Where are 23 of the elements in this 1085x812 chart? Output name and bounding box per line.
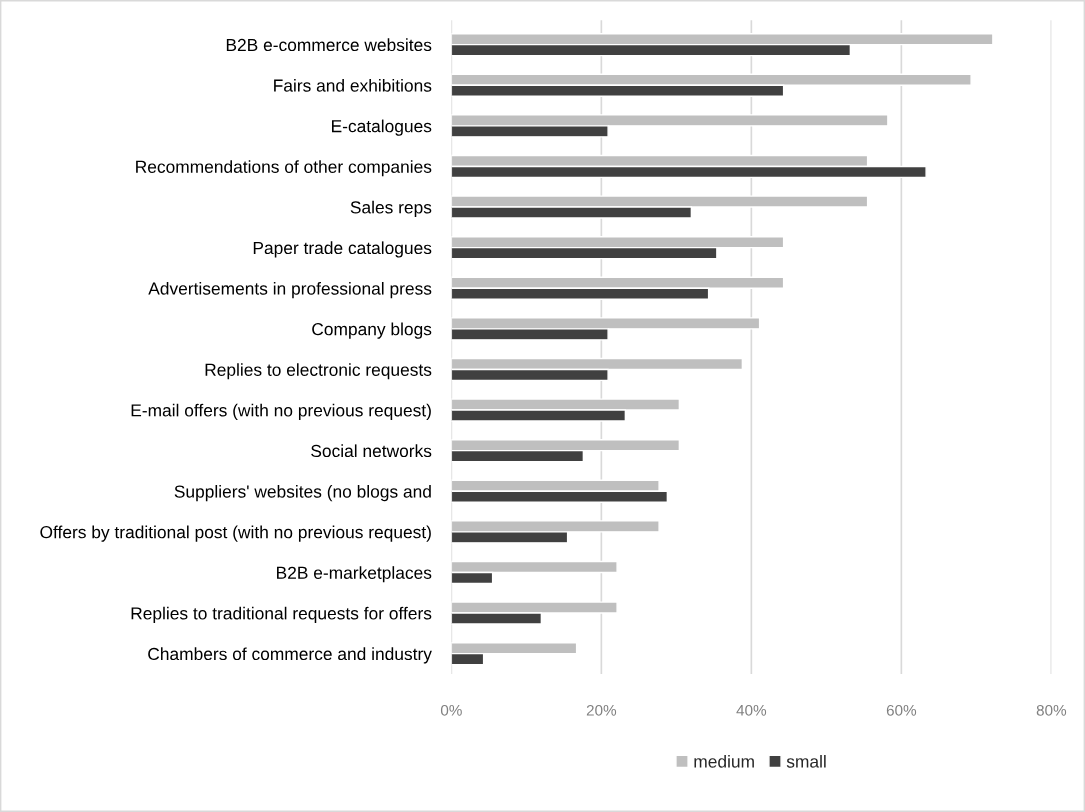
y-tick-label: Company blogs [312, 322, 432, 339]
y-tick-label: Fairs and exhibitions [274, 78, 432, 92]
y-tick-label: Social networks [311, 444, 432, 458]
y-tick-label: Paper trade catalogues [253, 241, 432, 258]
y-tick-label: Chambers of commerce and industry [148, 647, 432, 664]
legend-label: small [786, 754, 826, 768]
x-tick-label: 60% [886, 704, 917, 716]
y-tick-label: Offers by traditional post (with no previous request) [40, 525, 431, 542]
y-tick-label: Replies to electronic requests [205, 363, 432, 380]
x-tick-label: 40% [736, 704, 767, 716]
y-tick-label: B2B e-marketplaces [277, 566, 432, 583]
y-tick-label: Replies to traditional requests for offers [131, 606, 432, 623]
x-tick-label: 20% [586, 704, 617, 716]
y-tick-label: B2B e-commerce websites [226, 38, 432, 52]
x-tick-label: 80% [1036, 704, 1067, 716]
y-tick-label: E-mail offers (with no previous request) [131, 403, 431, 420]
x-tick-label: 0% [440, 704, 462, 716]
y-tick-label: Recommendations of other companies [136, 160, 432, 177]
legend-label: medium [694, 754, 754, 768]
y-tick-label: Suppliers' websites (no blogs and [174, 484, 431, 502]
y-tick-label: Sales reps [350, 200, 432, 217]
y-tick-label: Advertisements in professional press [148, 281, 432, 299]
y-tick-label: E-catalogues [332, 119, 432, 136]
